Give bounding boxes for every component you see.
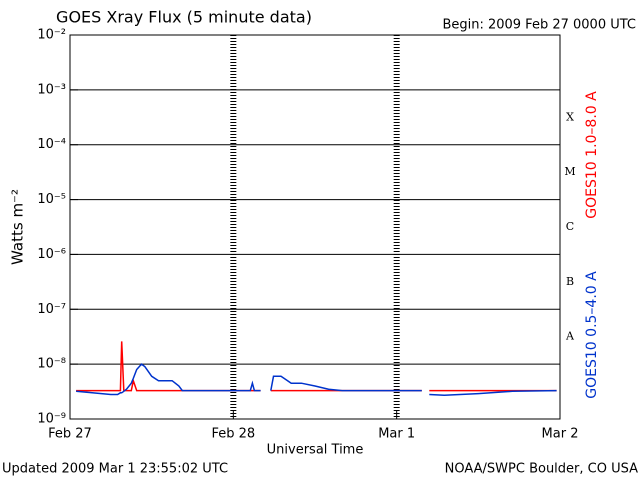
flare-class-label: M — [564, 165, 575, 178]
y-tick-label: 10⁻⁸ — [37, 357, 66, 372]
y-tick-label: 10⁻⁶ — [37, 247, 66, 262]
x-tick-label: Feb 28 — [211, 427, 255, 442]
series-line — [76, 363, 557, 397]
flare-class-label: C — [566, 220, 574, 233]
legend-label: GOES10 1.0–8.0 A — [584, 91, 600, 219]
y-tick-label: 10⁻⁵ — [37, 192, 66, 207]
y-axis-label: Watts m⁻² — [9, 189, 27, 265]
footer-left: Updated 2009 Mar 1 23:55:02 UTC — [2, 462, 228, 477]
flare-class-label: B — [566, 275, 574, 288]
chart-title: GOES Xray Flux (5 minute data) — [56, 8, 312, 27]
flare-class-label: X — [566, 110, 574, 123]
subtitle: Begin: 2009 Feb 27 0000 UTC — [442, 18, 636, 33]
footer-right: NOAA/SWPC Boulder, CO USA — [445, 462, 638, 477]
flare-class-label: A — [565, 330, 575, 343]
y-tick-label: 10⁻³ — [37, 82, 66, 97]
x-tick-label: Feb 27 — [48, 427, 92, 442]
y-tick-label: 10⁻² — [37, 28, 66, 43]
x-tick-label: Mar 2 — [542, 427, 579, 442]
y-tick-label: 10⁻⁷ — [37, 302, 66, 317]
plot-frame — [69, 34, 561, 420]
y-tick-label: 10⁻⁴ — [37, 137, 66, 152]
legend-label: GOES10 0.5–4.0 A — [584, 271, 600, 399]
x-tick-label: Mar 1 — [378, 427, 415, 442]
y-tick-label: 10⁻⁹ — [37, 412, 66, 427]
x-axis-label: Universal Time — [267, 443, 364, 458]
